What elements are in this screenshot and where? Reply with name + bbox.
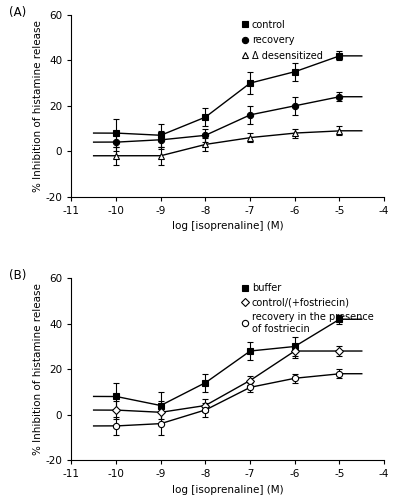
buffer xyxy=(248,348,252,354)
control xyxy=(203,114,208,120)
buffer xyxy=(114,394,118,400)
Δ desensitized xyxy=(292,130,297,136)
control xyxy=(248,80,252,86)
recovery in the presence
of fostriecin xyxy=(114,423,118,429)
buffer xyxy=(337,316,342,322)
recovery in the presence
of fostriecin xyxy=(292,376,297,382)
Line: buffer: buffer xyxy=(113,316,343,408)
Line: Δ desensitized: Δ desensitized xyxy=(113,128,343,159)
control xyxy=(158,132,163,138)
control/(+fostriecin) xyxy=(203,402,208,408)
recovery xyxy=(158,137,163,143)
control/(+fostriecin) xyxy=(158,410,163,416)
control/(+fostriecin) xyxy=(114,407,118,413)
Text: (A): (A) xyxy=(9,6,26,19)
buffer xyxy=(292,344,297,349)
buffer xyxy=(203,380,208,386)
control/(+fostriecin) xyxy=(337,348,342,354)
Legend: buffer, control/(+fostriecin), recovery in the presence
of fostriecin: buffer, control/(+fostriecin), recovery … xyxy=(242,283,373,334)
buffer xyxy=(158,402,163,408)
recovery xyxy=(292,103,297,109)
Δ desensitized xyxy=(114,153,118,159)
Line: control/(+fostriecin): control/(+fostriecin) xyxy=(113,348,343,416)
Legend: control, recovery, Δ desensitized: control, recovery, Δ desensitized xyxy=(242,20,323,60)
recovery in the presence
of fostriecin xyxy=(203,407,208,413)
control xyxy=(337,53,342,59)
control/(+fostriecin) xyxy=(248,378,252,384)
recovery in the presence
of fostriecin xyxy=(248,384,252,390)
recovery in the presence
of fostriecin xyxy=(158,420,163,426)
recovery in the presence
of fostriecin xyxy=(337,370,342,376)
Line: recovery in the presence
of fostriecin: recovery in the presence of fostriecin xyxy=(113,370,343,429)
Δ desensitized xyxy=(203,142,208,148)
recovery xyxy=(337,94,342,100)
Y-axis label: % Inhibition of histamine release: % Inhibition of histamine release xyxy=(32,20,43,192)
X-axis label: log [isoprenaline] (M): log [isoprenaline] (M) xyxy=(172,221,284,231)
Line: recovery: recovery xyxy=(113,94,343,146)
Δ desensitized xyxy=(248,134,252,140)
Δ desensitized xyxy=(337,128,342,134)
X-axis label: log [isoprenaline] (M): log [isoprenaline] (M) xyxy=(172,484,284,494)
control xyxy=(292,69,297,75)
recovery xyxy=(114,139,118,145)
control/(+fostriecin) xyxy=(292,348,297,354)
recovery xyxy=(248,112,252,118)
Line: control: control xyxy=(113,52,343,138)
Text: (B): (B) xyxy=(9,270,26,282)
Δ desensitized xyxy=(158,153,163,159)
Y-axis label: % Inhibition of histamine release: % Inhibition of histamine release xyxy=(32,283,43,455)
recovery xyxy=(203,132,208,138)
control xyxy=(114,130,118,136)
